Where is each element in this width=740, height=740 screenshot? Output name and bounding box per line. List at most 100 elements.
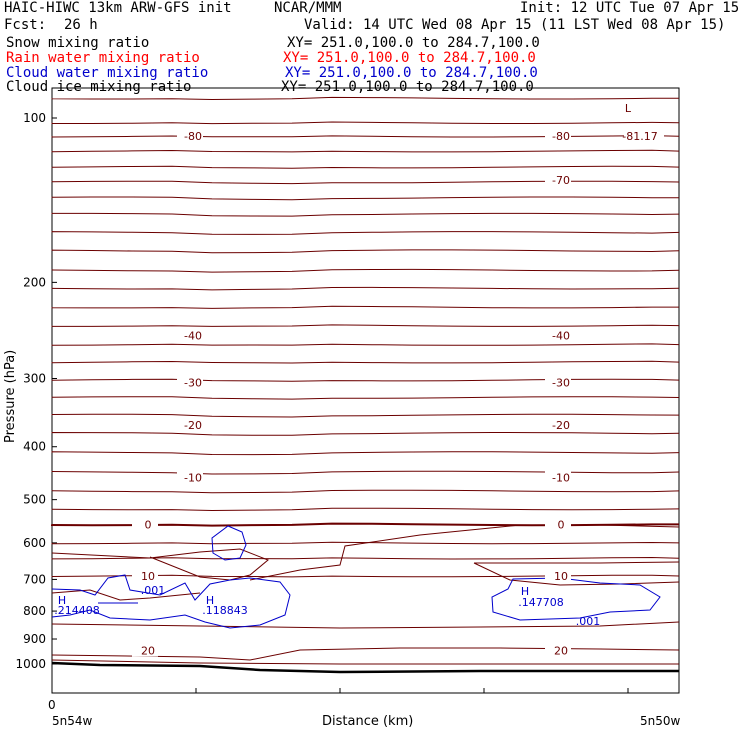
field-name-snow: Snow mixing ratio bbox=[6, 35, 150, 51]
temperature-label: -40 bbox=[184, 329, 202, 342]
init-time: Init: 12 UTC Tue 07 Apr 15 bbox=[520, 0, 740, 16]
temperature-contour bbox=[51, 659, 679, 665]
temperature-contour bbox=[51, 431, 680, 436]
label-mask bbox=[545, 569, 571, 583]
temperature-label: -40 bbox=[552, 329, 570, 342]
temperature-label: -20 bbox=[184, 419, 202, 432]
field-xy-rain: XY= 251.0,100.0 to 284.7,100.0 bbox=[283, 50, 536, 66]
x-endpoint-left: 5n54w bbox=[52, 714, 93, 728]
temperature-contour bbox=[249, 524, 680, 581]
cloud-label-contour: .001 bbox=[576, 615, 601, 628]
label-mask bbox=[177, 129, 203, 143]
temperature-label: -30 bbox=[184, 376, 202, 389]
temperature-label: 20 bbox=[554, 645, 568, 658]
label-mask bbox=[177, 375, 203, 389]
y-tick-label: 1000 bbox=[15, 657, 46, 671]
y-tick-label: 600 bbox=[23, 536, 46, 550]
y-tick-label: 900 bbox=[23, 632, 46, 646]
temperature-label: -80 bbox=[184, 130, 202, 143]
temperature-contour bbox=[51, 451, 680, 456]
temperature-contour bbox=[51, 343, 680, 346]
temperature-label: 20 bbox=[141, 645, 155, 658]
cloud-label-value: .118843 bbox=[202, 604, 248, 617]
temperature-contour bbox=[473, 562, 680, 586]
label-mask bbox=[132, 569, 158, 583]
temperature-label: -80 bbox=[552, 130, 570, 143]
label-mask bbox=[545, 470, 571, 484]
field-name-rain: Rain water mixing ratio bbox=[6, 50, 200, 66]
temperature-label: 0 bbox=[558, 518, 565, 531]
temperature-label: 10 bbox=[554, 570, 568, 583]
temperature-contour bbox=[51, 556, 680, 560]
field-name-cloudice: Cloud ice mixing ratio bbox=[6, 79, 192, 95]
temperature-contour bbox=[51, 589, 201, 601]
org-label: NCAR/MMM bbox=[274, 0, 342, 16]
field-name-cloudwater: Cloud water mixing ratio bbox=[6, 65, 209, 81]
temperature-contour bbox=[51, 165, 680, 169]
y-tick-label: 400 bbox=[23, 440, 46, 454]
label-mask bbox=[177, 470, 203, 484]
field-xy-snow: XY= 251.0,100.0 to 284.7,100.0 bbox=[287, 35, 540, 51]
terrain-surface bbox=[51, 661, 679, 674]
cloud-label-max: H bbox=[521, 585, 529, 598]
label-mask bbox=[545, 517, 571, 531]
temperature-contour bbox=[51, 541, 680, 545]
cloud-label-value: .214408 bbox=[54, 604, 100, 617]
contour-labels: -80 -80 -81.17 -70 -40 -40 -30 -30 -20 -20 -10 -10 0… bbox=[132, 102, 664, 658]
y-tick-label: 100 bbox=[23, 111, 46, 125]
x-axis-title: Distance (km) bbox=[322, 714, 413, 729]
field-xy-cloudice: XY= 251.0,100.0 to 284.7,100.0 bbox=[281, 79, 534, 95]
temperature-contour bbox=[474, 561, 680, 564]
label-mask bbox=[132, 517, 158, 531]
temperature-contour bbox=[51, 212, 680, 217]
low-marker: L bbox=[625, 102, 632, 115]
temperature-contour bbox=[51, 180, 680, 185]
temperature-contour bbox=[51, 413, 680, 418]
x-axis bbox=[51, 688, 629, 693]
temperature-contour bbox=[51, 470, 680, 475]
temperature-contour bbox=[51, 647, 680, 661]
model-title: HAIC-HIWC 13km ARW-GFS init bbox=[4, 0, 232, 16]
fcst-label: Fcst: bbox=[4, 17, 47, 33]
temperature-label: -81.17 bbox=[622, 130, 657, 143]
y-tick-label: 300 bbox=[23, 372, 46, 386]
valid-time: Valid: 14 UTC Wed 08 Apr 15 (11 LST Wed … bbox=[304, 17, 726, 33]
temperature-contour bbox=[51, 621, 680, 629]
cloud-contour bbox=[491, 577, 661, 621]
temperature-contour bbox=[51, 231, 680, 235]
temperature-label: -10 bbox=[552, 471, 570, 484]
temperature-contour bbox=[51, 360, 680, 364]
label-mask bbox=[545, 643, 571, 657]
temperature-contour bbox=[51, 268, 680, 273]
fcst-value: 26 h bbox=[64, 17, 98, 33]
cloud-label-max: H bbox=[58, 594, 66, 607]
label-mask bbox=[545, 375, 571, 389]
temperature-contour bbox=[51, 196, 680, 201]
temperature-label: -30 bbox=[552, 376, 570, 389]
temperature-label: -10 bbox=[184, 471, 202, 484]
cloud-contour bbox=[211, 525, 247, 561]
plot-frame bbox=[51, 87, 680, 694]
temperature-label: -70 bbox=[552, 174, 570, 187]
temperature-contour bbox=[51, 378, 680, 382]
boundary-layer-contours bbox=[51, 524, 680, 665]
temperature-contours bbox=[51, 96, 680, 578]
temperature-label: 0 bbox=[145, 518, 152, 531]
label-mask bbox=[545, 129, 571, 143]
cloud-label-max: H bbox=[206, 594, 214, 607]
temperature-contour bbox=[51, 249, 680, 254]
temperature-contour bbox=[51, 96, 680, 101]
temperature-contour bbox=[51, 324, 680, 327]
label-mask bbox=[545, 418, 571, 432]
temperature-label: -20 bbox=[552, 419, 570, 432]
temperature-contour bbox=[51, 121, 680, 125]
label-mask bbox=[177, 328, 203, 342]
y-tick-label: 700 bbox=[23, 572, 46, 586]
cloud-water-contours bbox=[51, 525, 661, 629]
label-mask bbox=[177, 418, 203, 432]
y-tick-label: 800 bbox=[23, 604, 46, 618]
temperature-contour bbox=[51, 135, 680, 138]
temperature-contour bbox=[51, 396, 680, 400]
